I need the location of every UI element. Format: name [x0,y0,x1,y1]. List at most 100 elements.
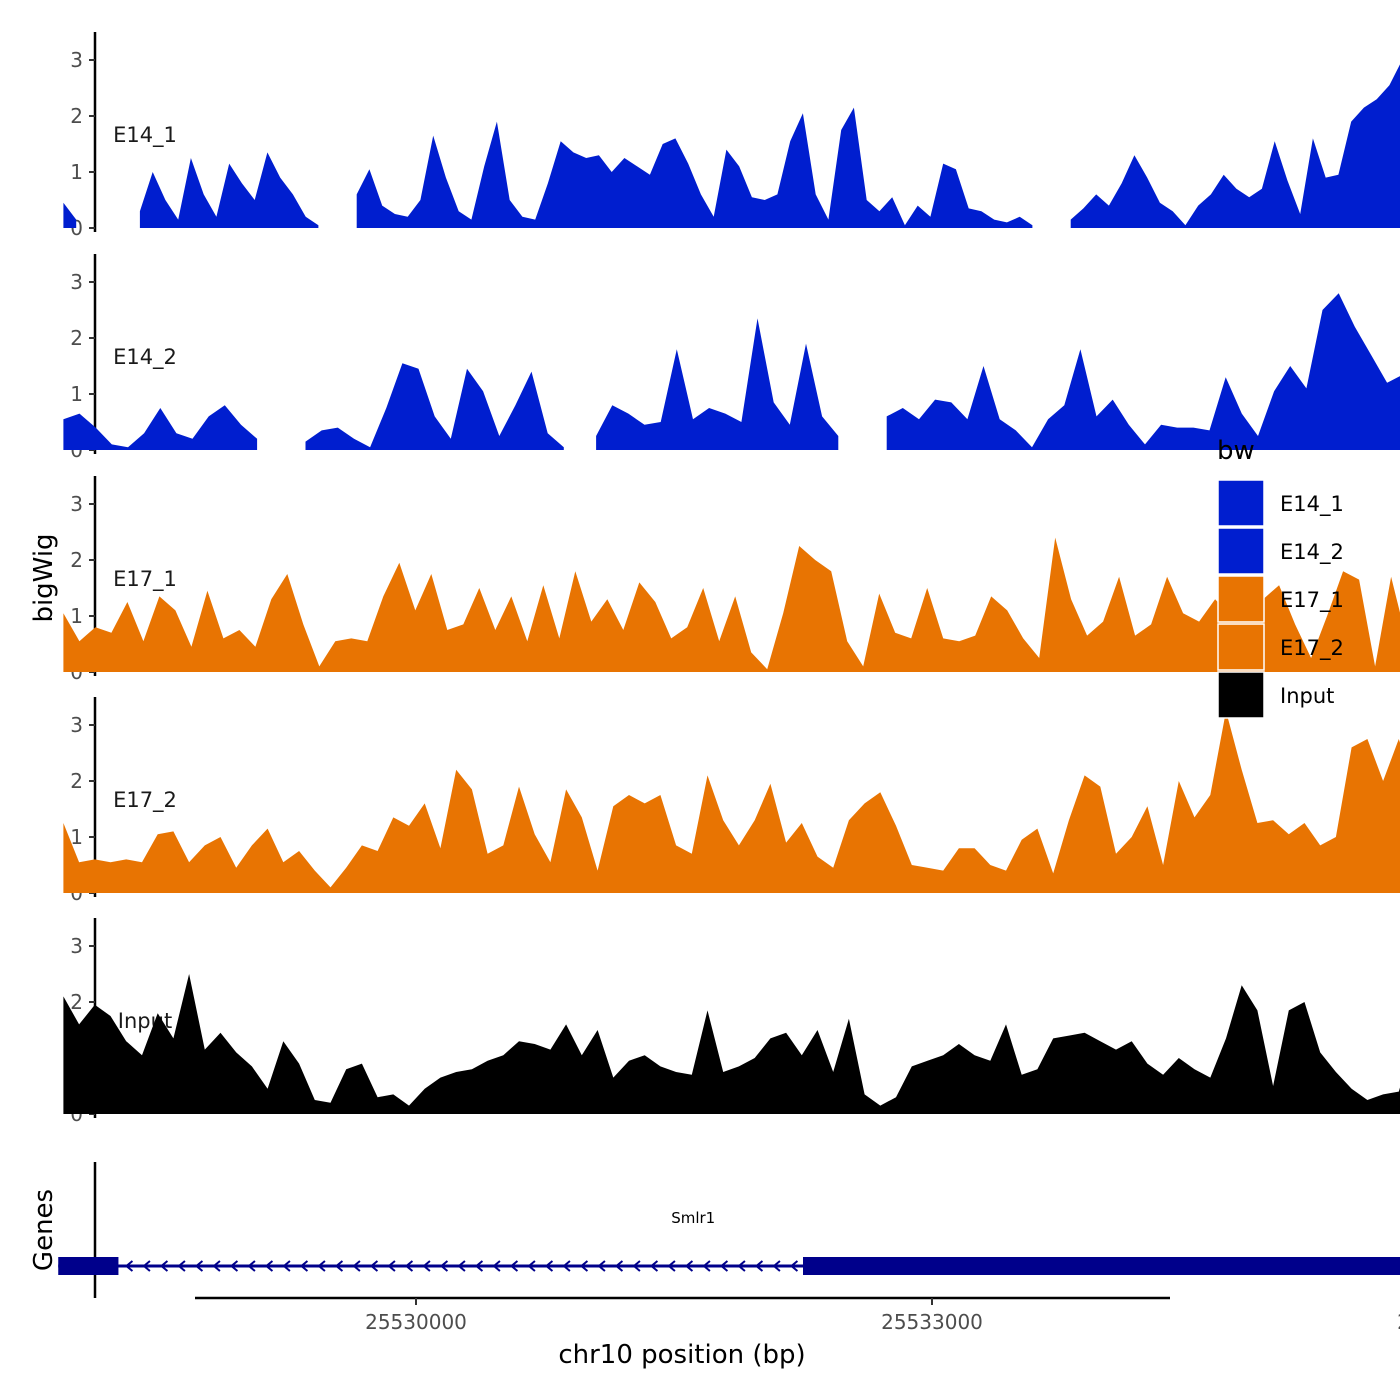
track-e17-2: 0123E17_2 [63,697,1400,905]
genes-panel-title: Genes [29,1189,59,1271]
y-tick-label: 2 [70,769,83,793]
y-tick-label: 2 [70,990,83,1014]
legend-entry-e14-1: E14_1 [1217,479,1344,527]
signal-area-e14-1 [63,202,77,228]
strand-chevron [544,1260,554,1272]
signal-area-e14-2 [305,363,564,450]
strand-chevron [492,1260,501,1272]
legend-entry-e14-2: E14_2 [1217,527,1344,575]
gene-exon [803,1257,1400,1275]
strand-chevron [597,1260,606,1272]
signal-area-e14-1 [356,107,1033,228]
strand-chevron [177,1260,186,1272]
y-tick-label: 1 [70,604,83,628]
track-e17-1: 0123E17_1 [63,476,1400,684]
strand-chevron [317,1260,326,1272]
strand-chevron [142,1260,151,1272]
y-tick-label: 1 [70,825,83,849]
strand-chevron [264,1260,274,1272]
bigwig-tracks: 0123E14_10123E14_20123E17_10123E17_20123… [63,32,1400,1126]
legend-swatch [1217,623,1265,671]
signal-area-e14-2 [63,405,258,450]
strand-chevron [649,1260,659,1272]
x-axis-title: chr10 position (bp) [558,1340,805,1370]
gene-smlr1: Smlr1 [58,1209,1400,1275]
strand-chevron [614,1260,624,1272]
strand-chevron [737,1260,746,1272]
legend-entry-input: Input [1217,671,1334,719]
y-tick-label: 3 [70,492,83,516]
legend-label: E14_1 [1280,492,1344,517]
gene-exon [58,1257,119,1275]
gene-label: Smlr1 [671,1209,715,1227]
signal-area-e14-1 [139,152,319,228]
strand-chevron [719,1260,729,1272]
track-input: 0123Input [63,918,1400,1126]
track-label: E17_2 [113,788,177,813]
legend-label: E17_2 [1280,636,1344,661]
legend: bw E14_1 E14_2 E17_1 E17_2 Input [1217,436,1344,719]
y-tick-label: 2 [70,548,83,572]
legend-swatch [1217,671,1265,719]
y-tick-label: 3 [70,713,83,737]
legend-entry-e17-1: E17_1 [1217,575,1344,623]
x-tick-label: 25536000 [1397,1310,1400,1334]
x-axis: 25530000 25533000 25536000 chr10 position … [195,1296,1400,1370]
strand-chevron [754,1260,764,1272]
strand-chevron [404,1260,414,1272]
y-tick-label: 1 [70,160,83,184]
legend-swatch [1217,479,1265,527]
strand-chevron [789,1260,799,1272]
strand-chevron [562,1260,571,1272]
strand-chevron [282,1260,291,1272]
x-tick-label: 25533000 [881,1310,983,1334]
strand-chevron [667,1260,676,1272]
legend-entry-e17-2: E17_2 [1217,623,1344,671]
strand-chevron [422,1260,431,1272]
signal-area-e14-2 [596,318,839,450]
strand-chevron [369,1260,379,1272]
strand-chevron [632,1260,641,1272]
legend-label: E17_1 [1280,588,1344,613]
track-label: E17_1 [113,567,177,592]
track-label: E14_2 [113,345,177,370]
x-tick-label: 25530000 [365,1310,467,1334]
strand-chevron [334,1260,344,1272]
strand-chevron [772,1260,781,1272]
y-tick-label: 3 [70,934,83,958]
strand-chevron [299,1260,309,1272]
signal-area-e14-1 [1070,64,1400,228]
strand-chevron [527,1260,536,1272]
legend-swatch [1217,527,1265,575]
strand-chevron [229,1260,239,1272]
strand-chevron [579,1260,589,1272]
y-tick-label: 2 [70,104,83,128]
y-tick-label: 1 [70,382,83,406]
strand-chevron [509,1260,519,1272]
strand-chevron [474,1260,484,1272]
legend-swatch [1217,575,1265,623]
strand-chevron [247,1260,256,1272]
signal-area-e17-1 [63,537,1400,672]
strand-chevron [457,1260,466,1272]
strand-chevron [212,1260,221,1272]
legend-label: E14_2 [1280,540,1344,565]
strand-chevron [159,1260,169,1272]
y-axis-title: bigWig [29,533,59,622]
strand-chevron [439,1260,449,1272]
y-tick-label: 3 [70,270,83,294]
gene-models: Smlr1 [58,1209,1400,1275]
strand-chevron [194,1260,204,1272]
signal-area-e17-2 [63,711,1400,893]
legend-entries: E14_1 E14_2 E17_1 E17_2 Input [1217,479,1344,719]
track-label: E14_1 [113,123,177,148]
y-tick-label: 3 [70,48,83,72]
legend-title: bw [1217,436,1255,466]
signal-area-e14-2 [886,293,1400,450]
legend-label: Input [1280,684,1334,708]
strand-chevron [702,1260,711,1272]
y-axis-title-group: bigWig [29,533,59,622]
